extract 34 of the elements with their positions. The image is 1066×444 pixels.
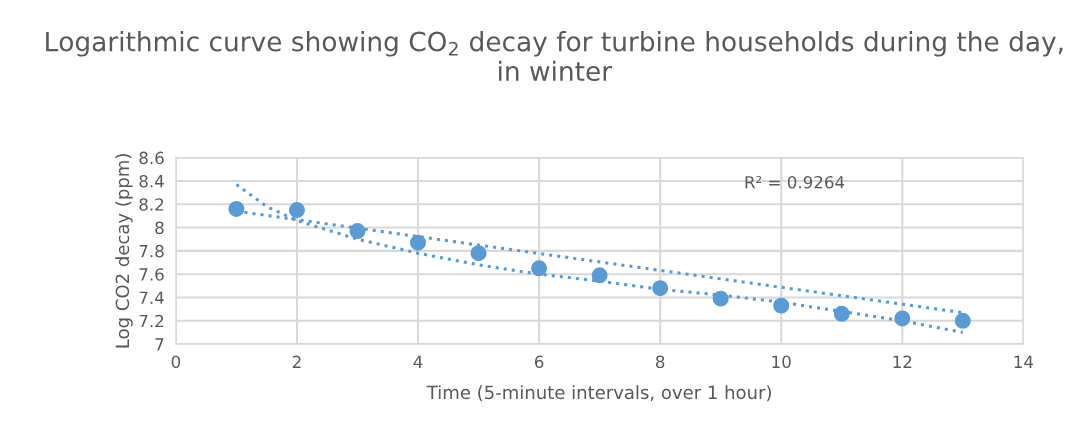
x-tick-label: 6 [534, 355, 544, 369]
annotation: R² = 0.9264 [745, 175, 845, 189]
y-tick-label: 8.6 [139, 151, 164, 165]
x-tick-label: 14 [1014, 355, 1034, 368]
point [773, 297, 790, 314]
y-tick-label: 7.4 [139, 291, 164, 304]
x-axis-title: Time (5-minute intervals, over 1 hour) [426, 385, 771, 402]
point [531, 260, 548, 277]
y-axis-title: Log CO2 decay (ppm) [115, 154, 133, 348]
point [652, 280, 669, 297]
y-tick-label: 7.6 [139, 268, 164, 281]
point [833, 305, 850, 322]
point [712, 290, 729, 307]
point [894, 310, 911, 327]
point [410, 234, 427, 251]
y-tick-label: 7 [155, 338, 164, 351]
y-tick-label: 8.2 [139, 198, 164, 211]
point [228, 200, 245, 217]
x-tick-label: 0 [171, 355, 181, 369]
point [470, 245, 487, 262]
y-tick-label: 8.4 [139, 174, 164, 188]
x-tick-label: 12 [893, 355, 912, 368]
point [591, 267, 608, 284]
y-tick-label: 7.2 [139, 314, 164, 328]
x-tick-label: 4 [413, 355, 423, 368]
point [954, 312, 971, 329]
y-tick-label: 7.8 [139, 244, 164, 258]
y-tick-label: 8 [155, 221, 164, 235]
point [288, 202, 305, 219]
chart-title: Logarithmic curve showing CO$_{2}$ decay for turbine households during the day, in winter [46, 31, 1063, 82]
x-tick-label: 8 [655, 355, 665, 369]
x-tick-label: 10 [772, 355, 791, 369]
x-tick-label: 2 [292, 355, 301, 368]
point [349, 223, 366, 240]
